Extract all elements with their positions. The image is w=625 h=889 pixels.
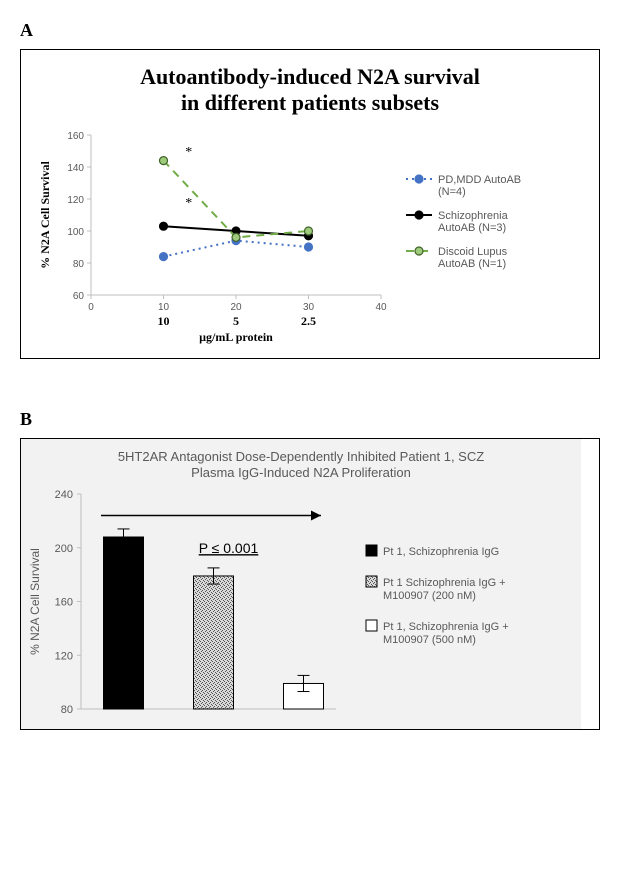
svg-text:Pt 1, Schizophrenia IgG: Pt 1, Schizophrenia IgG bbox=[383, 546, 499, 558]
svg-text:Discoid Lupus: Discoid Lupus bbox=[438, 246, 508, 258]
panel-a-title-line1: Autoantibody-induced N2A survival bbox=[140, 64, 480, 89]
line-chart-a: 60 80 100 120 140 160 % N2A Cell Survival 0 10 20… bbox=[31, 123, 591, 348]
svg-text:120: 120 bbox=[67, 195, 84, 206]
svg-text:60: 60 bbox=[73, 291, 85, 302]
svg-text:AutoAB (N=1): AutoAB (N=1) bbox=[438, 258, 506, 270]
panel-b-box: 5HT2AR Antagonist Dose-Dependently Inhib… bbox=[20, 438, 600, 730]
svg-text:200: 200 bbox=[55, 543, 73, 555]
svg-text:Plasma IgG-Induced N2A Prolife: Plasma IgG-Induced N2A Proliferation bbox=[191, 465, 411, 480]
panel-a-title-line2: in different patients subsets bbox=[181, 90, 439, 115]
svg-text:M100907 (200 nM): M100907 (200 nM) bbox=[383, 590, 476, 602]
svg-text:120: 120 bbox=[55, 650, 73, 662]
svg-text:M100907 (500 nM): M100907 (500 nM) bbox=[383, 634, 476, 646]
svg-text:Pt 1, Schizophrenia IgG +: Pt 1, Schizophrenia IgG + bbox=[383, 621, 509, 633]
svg-text:80: 80 bbox=[73, 259, 85, 270]
svg-text:10: 10 bbox=[158, 314, 170, 328]
svg-text:AutoAB (N=3): AutoAB (N=3) bbox=[438, 222, 506, 234]
svg-text:P ≤ 0.001: P ≤ 0.001 bbox=[199, 540, 259, 556]
svg-text:20: 20 bbox=[230, 302, 242, 313]
svg-text:160: 160 bbox=[67, 131, 84, 142]
svg-text:% N2A Cell Survival: % N2A Cell Survival bbox=[38, 160, 52, 268]
svg-text:10: 10 bbox=[158, 302, 170, 313]
svg-text:µg/mL protein: µg/mL protein bbox=[199, 330, 273, 344]
svg-text:140: 140 bbox=[67, 163, 84, 174]
svg-text:40: 40 bbox=[375, 302, 387, 313]
panel-b-label: B bbox=[20, 409, 605, 430]
svg-text:*: * bbox=[185, 196, 192, 211]
svg-text:2.5: 2.5 bbox=[301, 314, 316, 328]
panel-a-box: Autoantibody-induced N2A survival in dif… bbox=[20, 49, 600, 359]
svg-text:160: 160 bbox=[55, 596, 73, 608]
svg-text:*: * bbox=[185, 145, 192, 160]
svg-text:100: 100 bbox=[67, 227, 84, 238]
svg-text:80: 80 bbox=[61, 704, 73, 716]
svg-text:PD,MDD AutoAB: PD,MDD AutoAB bbox=[438, 174, 521, 186]
svg-text:0: 0 bbox=[88, 302, 94, 313]
bar-chart-b: 5HT2AR Antagonist Dose-Dependently Inhib… bbox=[21, 439, 581, 729]
panel-a-title: Autoantibody-induced N2A survival in dif… bbox=[31, 64, 589, 117]
svg-text:Pt 1 Schizophrenia IgG +: Pt 1 Schizophrenia IgG + bbox=[383, 577, 506, 589]
svg-text:30: 30 bbox=[303, 302, 315, 313]
svg-text:5: 5 bbox=[233, 314, 239, 328]
panel-a-label: A bbox=[20, 20, 605, 41]
svg-text:Schizophrenia: Schizophrenia bbox=[438, 210, 509, 222]
svg-text:5HT2AR Antagonist Dose-Depende: 5HT2AR Antagonist Dose-Dependently Inhib… bbox=[118, 449, 484, 464]
svg-text:240: 240 bbox=[55, 489, 73, 501]
svg-text:(N=4): (N=4) bbox=[438, 186, 466, 198]
svg-text:% N2A Cell Survival: % N2A Cell Survival bbox=[28, 548, 42, 655]
